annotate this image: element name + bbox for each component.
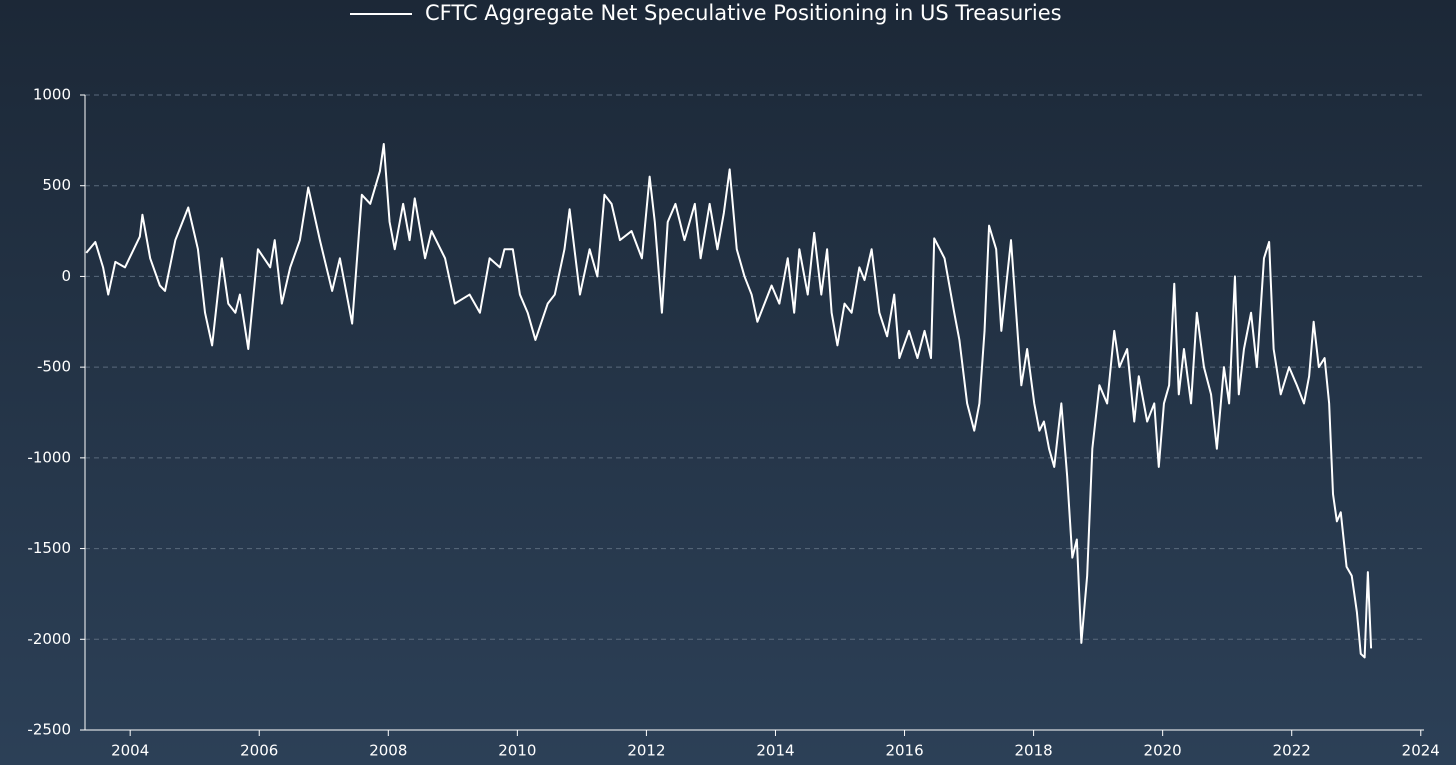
x-tick-label: 2006 xyxy=(240,742,278,760)
data-line xyxy=(85,142,1373,659)
x-tick-label: 2012 xyxy=(627,742,665,760)
legend-label: CFTC Aggregate Net Speculative Positioni… xyxy=(425,1,1062,25)
x-tick-label: 2022 xyxy=(1273,742,1311,760)
y-tick-label: 1000 xyxy=(33,86,71,104)
y-tick-label: -500 xyxy=(37,358,71,376)
y-tick-label: -1000 xyxy=(27,448,71,466)
x-tick-label: 2020 xyxy=(1144,742,1182,760)
x-tick-label: 2016 xyxy=(885,742,923,760)
y-tick-label: -1500 xyxy=(27,539,71,557)
x-tick-label: 2004 xyxy=(111,742,149,760)
y-tick-label: -2500 xyxy=(27,721,71,739)
x-tick-label: 2014 xyxy=(756,742,794,760)
y-tick-label: 0 xyxy=(61,267,71,285)
x-tick-label: 2008 xyxy=(369,742,407,760)
x-tick-label: 2024 xyxy=(1402,742,1440,760)
y-tick-label: 500 xyxy=(42,176,71,194)
x-tick-label: 2018 xyxy=(1014,742,1052,760)
y-tick-label: -2000 xyxy=(27,630,71,648)
x-tick-label: 2010 xyxy=(498,742,536,760)
